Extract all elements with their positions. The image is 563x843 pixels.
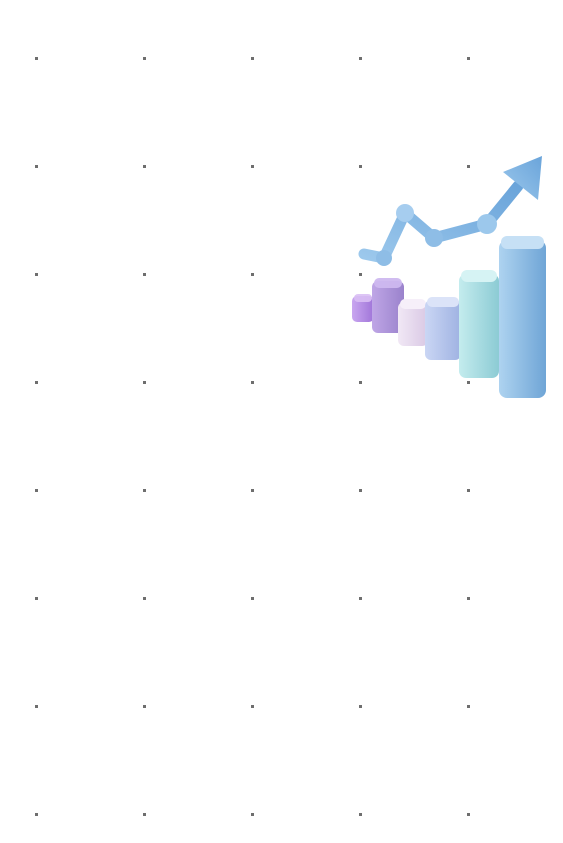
grid-dot xyxy=(359,273,362,276)
grid-dot xyxy=(467,381,470,384)
grid-dot xyxy=(467,57,470,60)
rising-arrow xyxy=(358,156,542,266)
grid-dot xyxy=(35,813,38,816)
grid-dot xyxy=(251,705,254,708)
grid-dot xyxy=(35,705,38,708)
bar-5 xyxy=(459,270,499,378)
grid-dot xyxy=(359,597,362,600)
grid-dot xyxy=(143,57,146,60)
grid-dot xyxy=(359,705,362,708)
grid-dot xyxy=(35,489,38,492)
grid-dot xyxy=(143,489,146,492)
grid-dot xyxy=(251,813,254,816)
grid-dot xyxy=(143,165,146,168)
grid-dot xyxy=(467,813,470,816)
grid-dot xyxy=(35,381,38,384)
grid-dot xyxy=(359,381,362,384)
grid-dot xyxy=(251,165,254,168)
grid-dot xyxy=(251,273,254,276)
grid-dot xyxy=(251,381,254,384)
grid-dot xyxy=(143,597,146,600)
grid-dot xyxy=(467,489,470,492)
grid-dot xyxy=(359,489,362,492)
grid-dot xyxy=(35,57,38,60)
grid-dot xyxy=(35,273,38,276)
grid-dot xyxy=(251,57,254,60)
grid-dot xyxy=(467,597,470,600)
grid-dot xyxy=(467,165,470,168)
grid-dot xyxy=(467,705,470,708)
bar-2 xyxy=(372,278,404,333)
grid-dot xyxy=(359,813,362,816)
grid-dot xyxy=(143,381,146,384)
growth-chart-icon xyxy=(352,156,546,398)
bar-6 xyxy=(499,236,546,398)
grid-dot xyxy=(251,597,254,600)
grid-dot xyxy=(35,597,38,600)
grid-dot xyxy=(359,57,362,60)
grid-dot xyxy=(143,813,146,816)
grid-dot xyxy=(143,273,146,276)
grid-dot xyxy=(35,165,38,168)
grid-dot xyxy=(251,489,254,492)
bar-1 xyxy=(352,294,374,322)
grid-dot xyxy=(143,705,146,708)
bar-3 xyxy=(398,299,428,346)
bar-4 xyxy=(425,297,461,360)
grid-dot xyxy=(359,165,362,168)
